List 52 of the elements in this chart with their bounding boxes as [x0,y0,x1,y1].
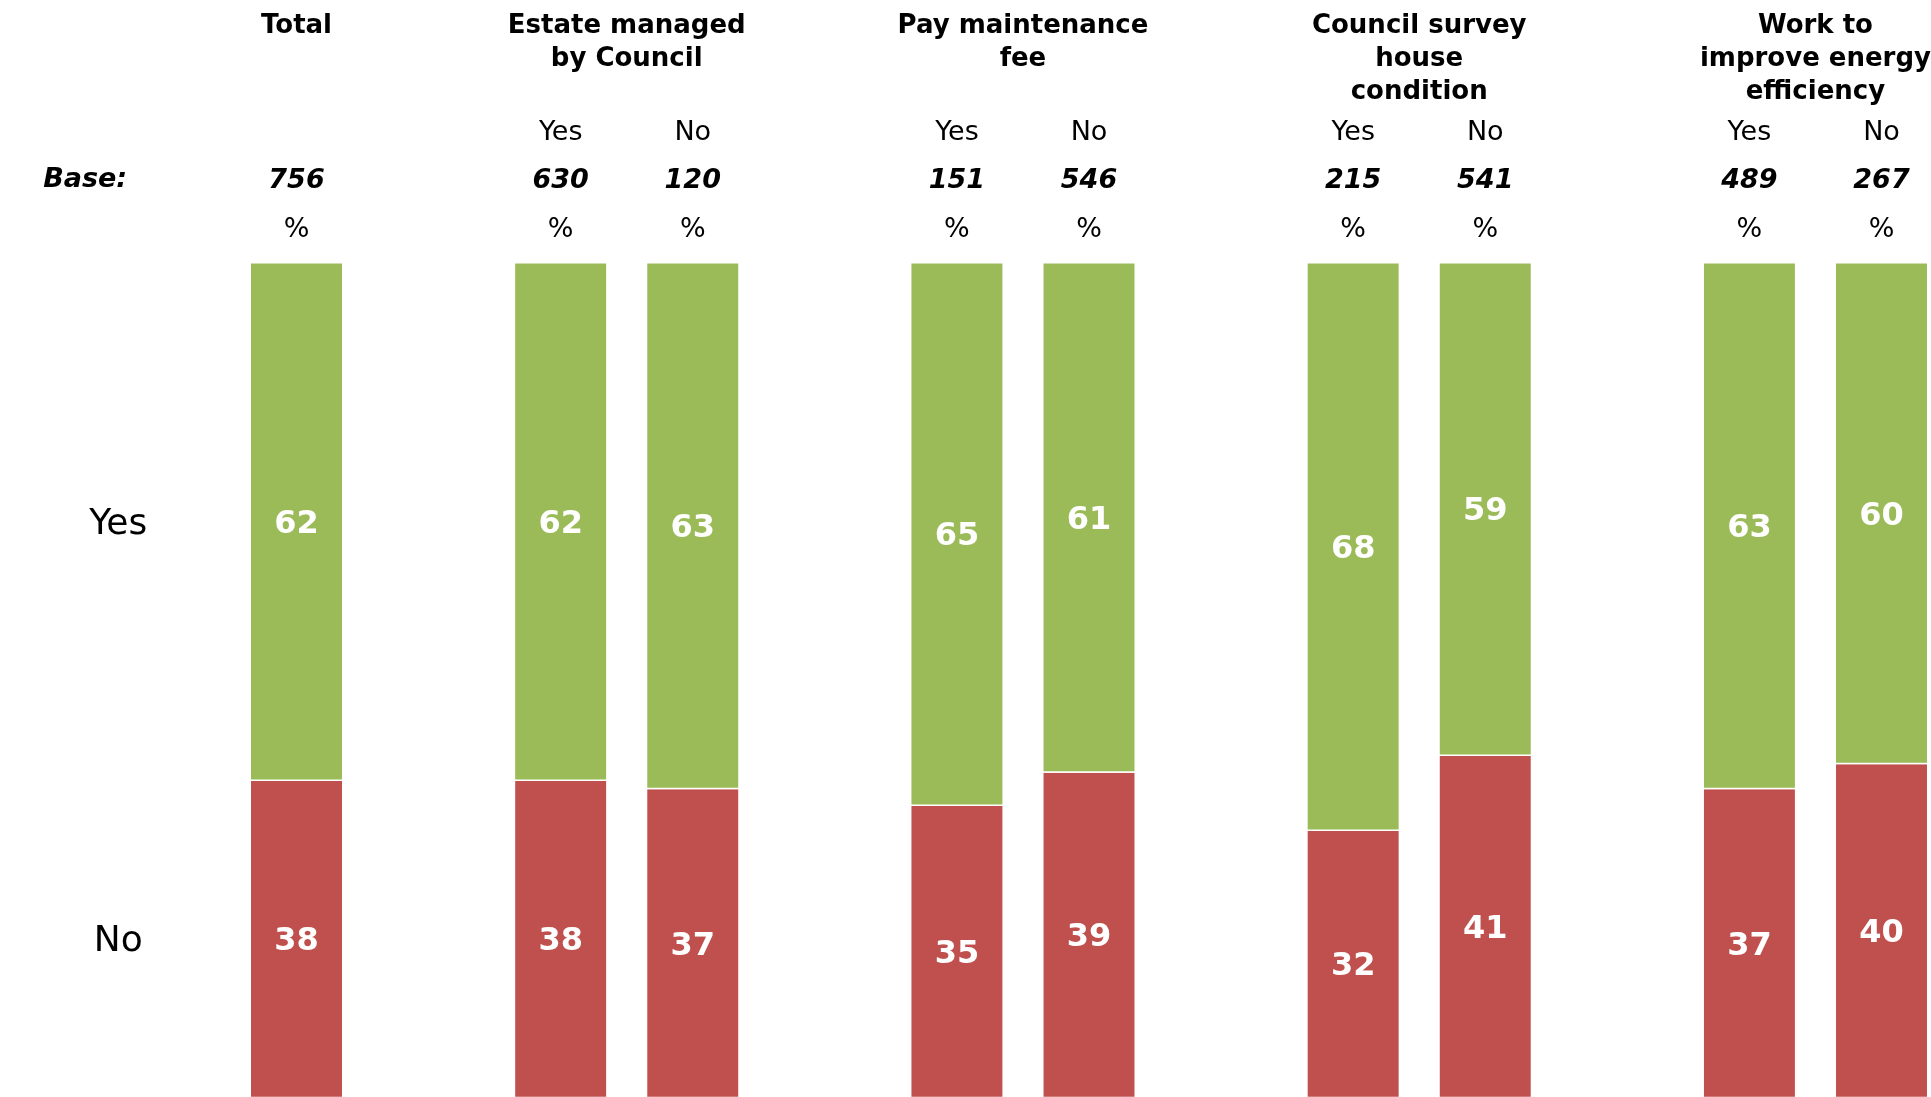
text: 151 [928,162,986,194]
data-label: 39 [1066,916,1112,955]
data-label: 37 [670,924,716,963]
text: % [1340,212,1366,244]
text: % [1472,212,1499,244]
x-tick-label: No [674,115,712,147]
text: % [547,212,574,244]
data-label: 32 [1330,945,1376,984]
data-label: 59 [1462,490,1508,529]
text: % [1868,212,1895,244]
x-tick-label: No [1466,115,1504,147]
x-tick-label: Yes [1330,115,1375,147]
x-tick-label: Yes [934,115,979,147]
text: Work to improve energy efficiency [1699,8,1931,105]
data-label: 41 [1462,907,1508,946]
text: 120 [664,162,721,194]
text: % [944,212,970,244]
text: % [679,212,706,244]
text: Council survey house condition [1311,8,1527,105]
data-label: 40 [1859,912,1904,951]
data-label: 63 [670,507,716,546]
data-label: 35 [934,932,980,971]
x-tick-label: Yes [537,115,583,147]
data-label: 37 [1727,924,1772,963]
data-label: 68 [1330,528,1376,566]
text: % [283,212,310,244]
text: Base: [43,162,128,194]
data-label: 38 [538,920,583,959]
text: No [93,918,143,960]
text: 267 [1853,162,1910,194]
text: 215 [1324,162,1382,194]
text: Pay maintenance fee [897,8,1149,72]
data-label: 61 [1066,498,1112,537]
text: Estate managed by Council [507,8,746,72]
data-label: 38 [274,920,319,959]
text: 756 [268,162,325,194]
text: 489 [1720,162,1778,194]
x-tick-label: Yes [1726,115,1772,147]
data-label: 63 [1727,507,1772,546]
text: % [1736,212,1763,244]
text: Yes [88,500,148,542]
text: Total [260,8,333,39]
x-tick-label: No [1863,115,1900,147]
data-label: 65 [934,515,980,554]
x-tick-label: No [1070,115,1108,147]
data-label: 62 [274,502,319,541]
data-label: 60 [1859,494,1904,533]
text: % [1076,212,1102,244]
text: 630 [532,162,589,194]
data-label: 62 [538,502,583,541]
text: 546 [1060,162,1118,194]
text: 541 [1457,162,1514,194]
